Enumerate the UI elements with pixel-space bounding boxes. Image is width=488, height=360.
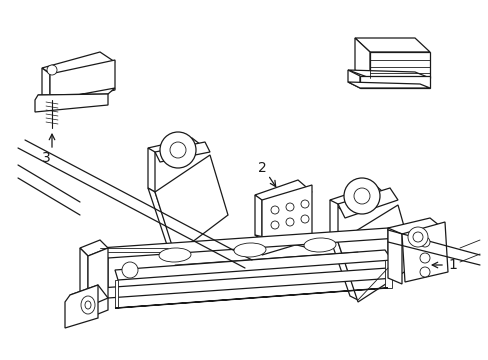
Ellipse shape: [81, 296, 95, 314]
Polygon shape: [347, 70, 359, 88]
Polygon shape: [50, 60, 115, 104]
Polygon shape: [80, 240, 108, 256]
Circle shape: [343, 178, 379, 214]
Polygon shape: [329, 185, 389, 213]
Polygon shape: [115, 250, 391, 280]
Circle shape: [301, 200, 308, 208]
Polygon shape: [70, 285, 108, 310]
Polygon shape: [337, 205, 414, 302]
Circle shape: [170, 142, 185, 158]
Circle shape: [160, 132, 196, 168]
Ellipse shape: [159, 248, 191, 262]
Polygon shape: [387, 218, 444, 240]
Text: 1: 1: [447, 258, 456, 272]
Polygon shape: [100, 228, 397, 258]
Polygon shape: [148, 148, 155, 192]
Polygon shape: [354, 38, 369, 78]
Circle shape: [301, 215, 308, 223]
Polygon shape: [329, 200, 337, 242]
Polygon shape: [100, 268, 394, 298]
Polygon shape: [387, 228, 397, 278]
Polygon shape: [100, 248, 108, 298]
Polygon shape: [148, 188, 175, 252]
Circle shape: [419, 267, 429, 277]
Text: 2: 2: [258, 161, 266, 175]
Circle shape: [270, 206, 279, 214]
Polygon shape: [329, 238, 357, 300]
Polygon shape: [401, 222, 447, 282]
Polygon shape: [369, 52, 429, 78]
Circle shape: [285, 218, 293, 226]
Polygon shape: [354, 38, 429, 52]
Polygon shape: [148, 138, 204, 158]
Circle shape: [412, 232, 422, 242]
Polygon shape: [387, 228, 401, 284]
Polygon shape: [254, 195, 262, 240]
Circle shape: [270, 221, 279, 229]
Polygon shape: [115, 288, 387, 308]
Polygon shape: [359, 76, 429, 88]
Polygon shape: [65, 285, 98, 328]
Polygon shape: [88, 248, 108, 318]
Polygon shape: [42, 68, 50, 100]
Ellipse shape: [85, 301, 91, 309]
Polygon shape: [42, 52, 115, 78]
Circle shape: [47, 65, 57, 75]
Polygon shape: [155, 142, 209, 162]
Circle shape: [419, 253, 429, 263]
Polygon shape: [35, 94, 108, 112]
Text: 3: 3: [42, 151, 51, 165]
Polygon shape: [38, 88, 115, 100]
Polygon shape: [347, 82, 429, 88]
Polygon shape: [337, 188, 397, 218]
Circle shape: [122, 262, 138, 278]
Polygon shape: [347, 70, 429, 78]
Circle shape: [353, 188, 369, 204]
Ellipse shape: [304, 238, 335, 252]
Polygon shape: [155, 155, 227, 255]
Polygon shape: [254, 235, 311, 247]
Polygon shape: [80, 248, 88, 314]
Polygon shape: [262, 185, 311, 255]
Ellipse shape: [234, 243, 265, 257]
Circle shape: [407, 227, 427, 247]
Circle shape: [285, 203, 293, 211]
Circle shape: [419, 237, 429, 247]
Polygon shape: [384, 260, 391, 288]
Polygon shape: [254, 180, 311, 207]
Polygon shape: [115, 280, 118, 308]
